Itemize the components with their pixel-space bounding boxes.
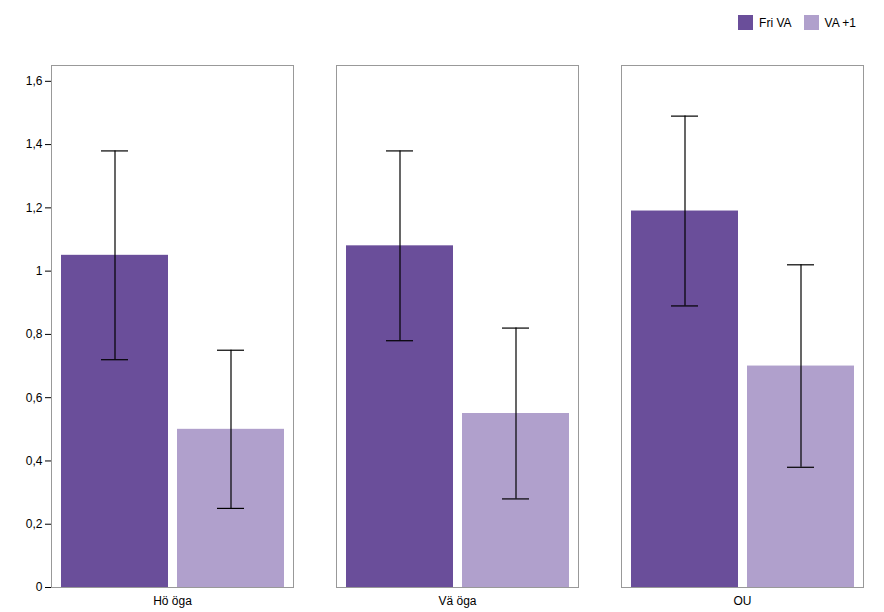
svg-text:0,8: 0,8	[26, 327, 43, 341]
html-text:Fri VA: Fri VA	[759, 15, 792, 30]
svg-text:Vä öga: Vä öga	[438, 594, 476, 608]
svg-text:OU: OU	[734, 594, 752, 608]
svg-text:0,4: 0,4	[26, 454, 43, 468]
svg-text:0,6: 0,6	[26, 391, 43, 405]
svg-text:1,6: 1,6	[26, 74, 43, 88]
svg-text:0,2: 0,2	[26, 517, 43, 531]
svg-text:1,2: 1,2	[26, 201, 43, 215]
html-text:VA +1: VA +1	[824, 15, 856, 30]
svg-text:1,4: 1,4	[26, 137, 43, 151]
svg-text:1: 1	[36, 264, 43, 278]
svg-text:Hö öga: Hö öga	[153, 594, 192, 608]
svg-text:0: 0	[36, 580, 43, 594]
